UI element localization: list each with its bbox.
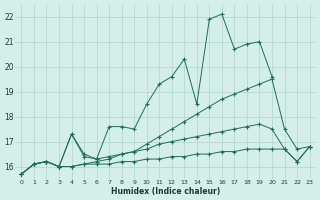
X-axis label: Humidex (Indice chaleur): Humidex (Indice chaleur) — [111, 187, 220, 196]
